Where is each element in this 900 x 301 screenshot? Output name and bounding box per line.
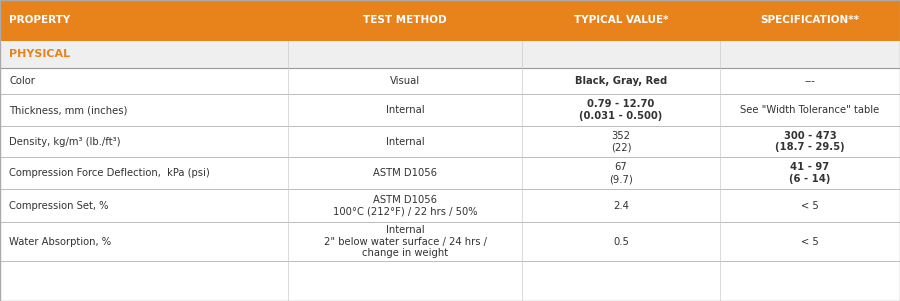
FancyBboxPatch shape [0,0,900,41]
Text: < 5: < 5 [801,200,819,211]
FancyBboxPatch shape [0,126,900,157]
FancyBboxPatch shape [0,189,900,222]
Text: Color: Color [9,76,35,86]
Text: Thickness, mm (inches): Thickness, mm (inches) [9,105,128,115]
FancyBboxPatch shape [0,222,900,261]
Text: 41 - 97
(6 - 14): 41 - 97 (6 - 14) [789,163,831,184]
Text: Black, Gray, Red: Black, Gray, Red [575,76,667,86]
Text: 0.79 - 12.70
(0.031 - 0.500): 0.79 - 12.70 (0.031 - 0.500) [580,99,662,121]
Text: Compression Set, %: Compression Set, % [9,200,109,211]
Text: 2.4: 2.4 [613,200,629,211]
FancyBboxPatch shape [0,94,900,126]
Text: See "Width Tolerance" table: See "Width Tolerance" table [741,105,879,115]
Text: ASTM D1056
100°C (212°F) / 22 hrs / 50%: ASTM D1056 100°C (212°F) / 22 hrs / 50% [333,195,477,216]
Text: Density, kg/m³ (lb./ft³): Density, kg/m³ (lb./ft³) [9,137,121,147]
Text: TYPICAL VALUE*: TYPICAL VALUE* [574,15,668,25]
Text: SPECIFICATION**: SPECIFICATION** [760,15,860,25]
Text: Internal: Internal [386,105,424,115]
Text: < 5: < 5 [801,237,819,247]
Text: 67
(9.7): 67 (9.7) [609,163,633,184]
Text: 352
(22): 352 (22) [611,131,631,152]
Text: PROPERTY: PROPERTY [9,15,70,25]
Text: 0.5: 0.5 [613,237,629,247]
Text: Visual: Visual [390,76,420,86]
Text: ---: --- [805,76,815,86]
Text: ASTM D1056: ASTM D1056 [373,168,437,178]
Text: Compression Force Deflection,  kPa (psi): Compression Force Deflection, kPa (psi) [9,168,210,178]
FancyBboxPatch shape [0,157,900,189]
Text: Internal: Internal [386,137,424,147]
Text: 300 - 473
(18.7 - 29.5): 300 - 473 (18.7 - 29.5) [775,131,845,152]
FancyBboxPatch shape [0,68,900,94]
FancyBboxPatch shape [0,41,900,68]
Text: Water Absorption, %: Water Absorption, % [9,237,111,247]
Text: TEST METHOD: TEST METHOD [364,15,446,25]
Text: Internal
2" below water surface / 24 hrs /
change in weight: Internal 2" below water surface / 24 hrs… [323,225,487,258]
Text: PHYSICAL: PHYSICAL [9,49,70,59]
